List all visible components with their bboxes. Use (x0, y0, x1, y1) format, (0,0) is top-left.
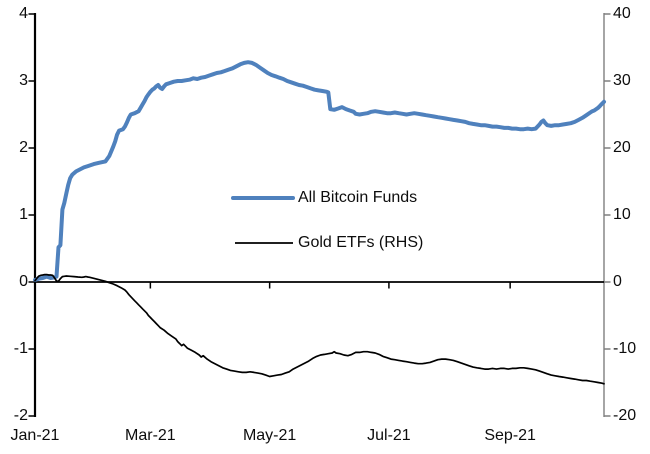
right-axis-label-30: 30 (613, 72, 631, 89)
left-axis-label-1: 1 (19, 206, 28, 223)
right-axis-label-0: 0 (613, 273, 622, 290)
right-axis-label--10: -10 (613, 340, 637, 357)
series-line-1-gold-etfs-rhs- (34, 273, 605, 385)
x-axis-label-jul-21: Jul-21 (367, 427, 411, 444)
right-axis-label-10: 10 (613, 206, 631, 223)
series-line-0-all-bitcoin-funds (33, 60, 606, 282)
x-axis-label-mar-21: Mar-21 (125, 427, 176, 444)
left-axis-label-0: 0 (19, 273, 28, 290)
left-axis-label--2: -2 (13, 407, 28, 424)
right-axis-label--20: -20 (613, 407, 637, 424)
right-axis-label-20: 20 (613, 139, 631, 156)
left-axis-label-4: 4 (19, 5, 28, 22)
left-axis-label--1: -1 (13, 340, 28, 357)
x-axis-label-sep-21: Sep-21 (484, 427, 536, 444)
x-axis-label-may-21: May-21 (242, 427, 297, 444)
x-axis-label-jan-21: Jan-21 (10, 427, 60, 444)
left-axis-label-2: 2 (19, 139, 28, 156)
left-axis-label-3: 3 (19, 72, 28, 89)
right-axis-label-40: 40 (613, 5, 631, 22)
